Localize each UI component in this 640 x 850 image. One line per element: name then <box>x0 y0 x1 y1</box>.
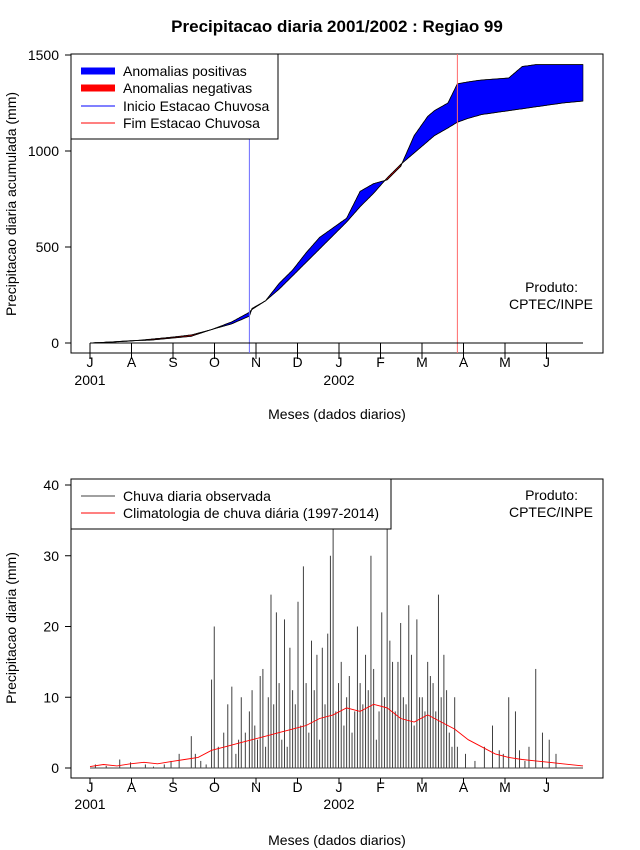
bottom-year-label-2001: 2001 <box>74 796 105 812</box>
top-ytick-label-1: 500 <box>36 239 60 255</box>
top-xtick-label-0: J <box>87 354 94 370</box>
legend-label-negative: Anomalias negativas <box>123 80 252 96</box>
climatology-daily-line <box>89 703 584 768</box>
bottom-xtick-label-9: A <box>459 779 469 795</box>
legend-label-observed: Chuva diaria observada <box>123 488 271 504</box>
bottom-year-label-2002: 2002 <box>323 796 354 812</box>
bottom-xtick-label-7: F <box>376 779 385 795</box>
bottom-legend-box <box>70 478 392 530</box>
bottom-ytick-label-2: 20 <box>43 619 59 635</box>
top-plot-area: 0 500 1000 1500 J A S O N D J F M A M J <box>28 47 604 370</box>
bottom-xtick-label-5: D <box>292 779 302 795</box>
top-xtick-label-7: F <box>376 354 385 370</box>
legend-label-climatology: Climatologia de chuva diária (1997-2014) <box>123 505 379 521</box>
positive-anomaly-region-2 <box>209 308 253 331</box>
top-xtick-label-1: A <box>127 354 137 370</box>
bottom-ytick-label-1: 10 <box>43 689 59 705</box>
bottom-xtick-label-3: O <box>209 779 220 795</box>
bottom-legend: Chuva diaria observada Climatologia de c… <box>70 478 392 530</box>
bottom-xtick-label-6: J <box>336 779 343 795</box>
top-ytick-label-0: 0 <box>51 335 59 351</box>
top-panel: Precipitacao diaria 2001/2002 : Regiao 9… <box>3 17 604 422</box>
bottom-xtick-label-0: J <box>87 779 94 795</box>
bottom-xtick-label-1: A <box>127 779 137 795</box>
top-ylabel: Precipitacao diaria acumulada (mm) <box>3 92 19 316</box>
bottom-panel: Meses (dados diarios) Precipitacao diari… <box>3 477 604 848</box>
bottom-ytick-label-4: 40 <box>43 477 59 493</box>
bottom-xtick-label-4: N <box>251 779 261 795</box>
bottom-xtick-label-2: S <box>168 779 177 795</box>
top-xtick-label-5: D <box>292 354 302 370</box>
climatology-cumulative-line <box>89 100 584 344</box>
top-xtick-label-3: O <box>209 354 220 370</box>
bottom-ylabel: Precipitacao diaria (mm) <box>3 552 19 704</box>
top-year-label-2001: 2001 <box>74 372 105 388</box>
top-xtick-label-6: J <box>336 354 343 370</box>
bottom-ytick-label-3: 30 <box>43 548 59 564</box>
top-xtick-label-8: M <box>416 354 428 370</box>
positive-anomaly-region-4 <box>263 178 387 303</box>
top-xtick-label-11: J <box>543 354 550 370</box>
positive-anomaly-region-6 <box>400 64 584 167</box>
top-product-label-line2: CPTEC/INPE <box>509 296 593 312</box>
top-xtick-label-10: M <box>499 354 511 370</box>
bottom-ytick-label-0: 0 <box>51 760 59 776</box>
legend-label-season-start: Inicio Estacao Chuvosa <box>123 98 270 114</box>
bottom-xtick-label-11: J <box>543 779 550 795</box>
legend-label-positive: Anomalias positivas <box>123 63 247 79</box>
top-product-label-line1: Produto: <box>525 279 578 295</box>
bottom-xtick-label-8: M <box>416 779 428 795</box>
top-plot-frame <box>70 53 604 354</box>
top-chart-title: Precipitacao diaria 2001/2002 : Regiao 9… <box>171 17 503 36</box>
bottom-xtick-label-10: M <box>499 779 511 795</box>
observed-cumulative-line <box>89 64 583 344</box>
top-ytick-label-2: 1000 <box>28 143 59 159</box>
top-xtick-label-9: A <box>459 354 469 370</box>
bottom-product-label-line2: CPTEC/INPE <box>509 504 593 520</box>
top-xtick-label-2: S <box>168 354 177 370</box>
legend-label-season-end: Fim Estacao Chuvosa <box>123 115 260 131</box>
top-year-label-2002: 2002 <box>323 372 354 388</box>
top-xlabel: Meses (dados diarios) <box>268 406 406 422</box>
negative-anomaly-region-1 <box>135 329 212 341</box>
top-legend-box <box>70 53 279 140</box>
bottom-xlabel: Meses (dados diarios) <box>268 832 406 848</box>
top-xtick-label-4: N <box>251 354 261 370</box>
top-legend: Anomalias positivas Anomalias negativas … <box>70 53 279 140</box>
top-ytick-label-3: 1500 <box>28 47 59 63</box>
bottom-product-label-line1: Produto: <box>525 487 578 503</box>
